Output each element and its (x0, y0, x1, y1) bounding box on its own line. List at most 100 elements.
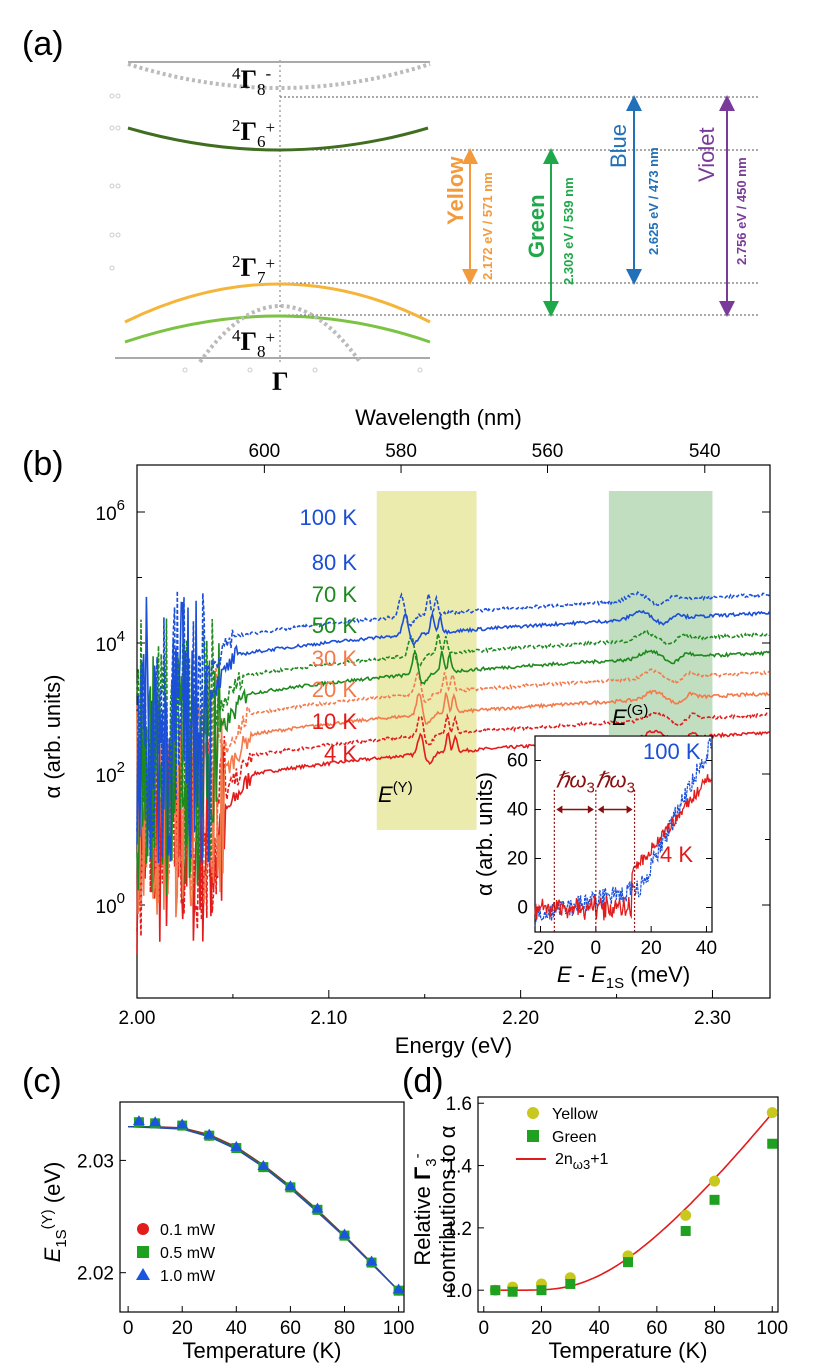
y-axis-title-line1: Relative Γ3- (409, 1153, 440, 1265)
legend-marker-circle (137, 1223, 149, 1235)
band-gamma8-plus (124, 314, 431, 344)
y-axis-title: E1S(Y) (eV) (39, 1162, 70, 1263)
x2-axis-title: Wavelength (nm) (355, 405, 522, 430)
x2-tick-label: 540 (689, 441, 721, 462)
spectrum-20k (136, 689, 770, 918)
point-square (623, 1257, 633, 1268)
violet-transition-value: 2.756 eV / 450 nm (734, 157, 749, 265)
legend-label: 0.5 mW (160, 1245, 216, 1262)
e1s-vs-temperature-chart: 0 20 40 60 80 100 2.02 2.03 Temperature (K) E1S(Y… (39, 1101, 415, 1363)
spectrum-30k (136, 667, 770, 905)
point-circle (680, 1209, 692, 1221)
inset-x-tick-label: 40 (696, 938, 717, 959)
blue-transition-name: Blue (606, 124, 631, 168)
level-label-3: 2Γ7+ (232, 252, 275, 287)
legend-marker-triangle (136, 1268, 150, 1280)
blue-transition-value: 2.625 eV / 473 nm (646, 147, 661, 255)
legend-label-yellow: Yellow (552, 1106, 598, 1123)
series-label: 20 K (312, 677, 358, 702)
point-triangle (257, 1160, 270, 1171)
point-triangle (338, 1228, 351, 1239)
panel-label-a: (a) (22, 25, 64, 63)
x-tick-label: 20 (531, 1318, 552, 1339)
inset-y-tick-label: 40 (507, 800, 528, 821)
x-tick-label: 0 (478, 1318, 489, 1339)
inset-chart: -20 0 20 40 0 20 40 60 E - E1S (meV) α (arb. unit… (472, 735, 717, 992)
legend-label: 1.0 mW (160, 1268, 216, 1285)
band-diagram: 4Γ8- 2Γ6+ 2Γ7+ 4Γ8+ Γ Yellow 2.172 eV / … (109, 60, 760, 396)
spectrum-50k (136, 643, 770, 896)
spectrum-70k (136, 618, 771, 884)
point-triangle (392, 1283, 405, 1294)
inset-annotation: ℏω3 (595, 767, 634, 796)
point-triangle (230, 1140, 243, 1151)
fit-line (128, 1126, 400, 1292)
band-gamma6-plus (127, 126, 429, 152)
band-gamma7-plus (124, 282, 431, 324)
x-tick-label: 20 (172, 1318, 193, 1339)
spectrum-80k (136, 596, 771, 864)
yellow-transition-name: Yellow (443, 156, 468, 225)
inset-arrowhead (556, 805, 563, 814)
inset-series-4k (534, 774, 713, 921)
inset-y-tick-label: 60 (507, 751, 528, 772)
x-tick-label: 60 (280, 1318, 301, 1339)
x-tick-label: 100 (756, 1318, 788, 1339)
inset-label-4k: 4 K (660, 842, 693, 867)
x-tick-label: 60 (646, 1318, 667, 1339)
x2-tick-label: 560 (532, 441, 564, 462)
series-label: 70 K (312, 582, 358, 607)
y-tick-label: 1.4 (446, 1157, 473, 1178)
point-triangle (176, 1118, 189, 1129)
level-label-4: 4Γ8+ (232, 326, 275, 361)
x2-tick-label: 600 (249, 441, 281, 462)
x2-tick-label: 580 (385, 441, 417, 462)
x-tick-label: 2.30 (694, 1008, 731, 1029)
point-square (536, 1285, 547, 1296)
y-axis-title-line2: contributions to α (435, 1125, 460, 1293)
green-transition-name: Green (524, 194, 549, 258)
y-tick-label: 2.03 (77, 1151, 114, 1172)
x-axis-title: Temperature (K) (549, 1338, 708, 1363)
frame (119, 1101, 405, 1313)
inset-x-tick-label: 0 (591, 938, 602, 959)
series-label: 30 K (312, 646, 358, 671)
point-square (507, 1286, 518, 1297)
series-label: 100 K (300, 505, 358, 530)
point-triangle (365, 1255, 378, 1266)
frame (477, 1096, 779, 1313)
inset-arrowhead (626, 805, 633, 814)
y-tick-label: 2.02 (77, 1264, 114, 1285)
point-triangle (149, 1116, 162, 1127)
y-tick-label: 1.2 (446, 1219, 472, 1240)
spectrum-100k (136, 590, 770, 858)
band-bottom-curve (198, 304, 362, 364)
point-triangle (284, 1180, 297, 1191)
x-tick-label: 2.00 (119, 1008, 156, 1029)
legend-label-fit: 2nω3+1 (555, 1151, 609, 1172)
inset-y-tick-label: 0 (517, 898, 528, 919)
x-tick-label: 0 (123, 1318, 134, 1339)
series-label: 10 K (312, 709, 358, 734)
inset-x-axis-title: E - E1S (meV) (557, 962, 690, 992)
inset-annotation: ℏω3 (555, 767, 594, 796)
inset-x-tick-label: 20 (641, 938, 662, 959)
x-tick-label: 80 (704, 1318, 725, 1339)
point-square (680, 1225, 691, 1236)
inset-arrowhead (587, 805, 594, 814)
x-tick-label: 100 (383, 1318, 415, 1339)
violet-transition-name: Violet (694, 127, 719, 182)
inset-x-tick-label: -20 (527, 938, 554, 959)
x-tick-label: 40 (226, 1318, 247, 1339)
legend-marker-yellow (527, 1107, 539, 1119)
inset-y-tick-label: 20 (507, 849, 528, 870)
gamma-point-label: Γ (272, 367, 289, 396)
band-gamma8-minus-curve (127, 62, 431, 90)
point-triangle (132, 1115, 145, 1126)
inset-y-axis-title: α (arb. units) (472, 772, 497, 896)
inset-label-100k: 100 K (643, 739, 701, 764)
y-tick-label: 106 (96, 497, 125, 525)
level-label-2: 2Γ6+ (232, 116, 275, 151)
